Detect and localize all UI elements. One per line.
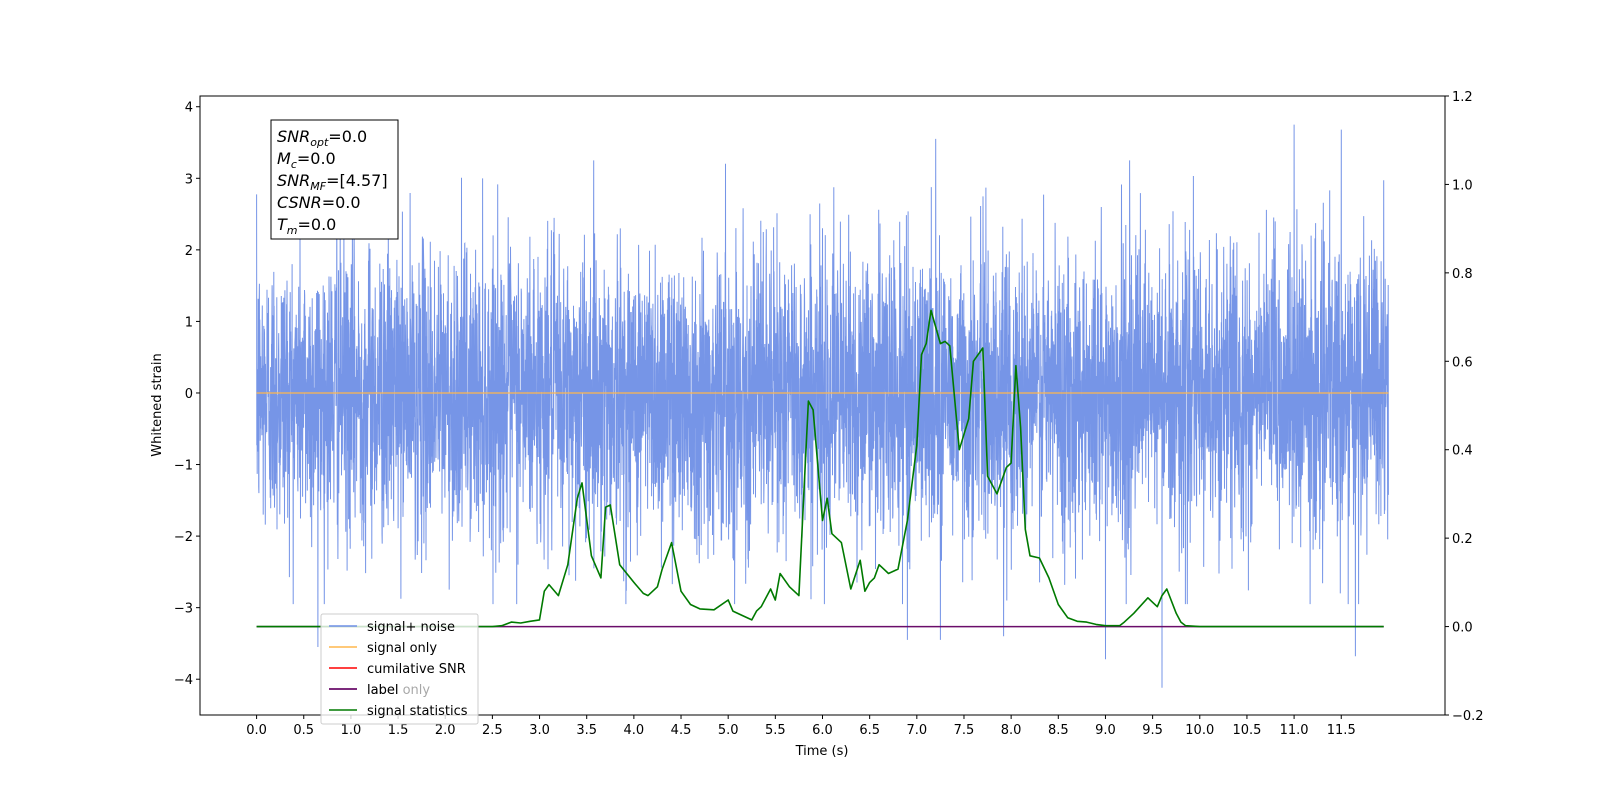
annotation-line: CSNR=0.0 (277, 193, 361, 212)
signal-statistics-line (256, 309, 1384, 628)
x-tick-label: 0.0 (246, 723, 267, 738)
y2-tick-label: 0.6 (1452, 355, 1473, 370)
x-tick-label: 5.0 (718, 723, 739, 738)
legend-label: label only (367, 683, 430, 698)
x-tick-label: 3.0 (529, 723, 550, 738)
x-tick-label: 7.0 (906, 723, 927, 738)
annotation-symbol: SNR (277, 127, 310, 146)
x-tick-label: 8.5 (1048, 723, 1069, 738)
y-axis-label: Whitened strain (150, 353, 165, 456)
x-tick-label: 4.0 (624, 723, 645, 738)
annotation-frame (270, 119, 399, 240)
x-tick-label: 4.5 (671, 723, 692, 738)
annotation-symbol: T (277, 215, 288, 234)
legend-label: signal+ noise (367, 620, 455, 635)
annotation-line: SNRMF=[4.57] (277, 171, 388, 193)
y2-tick-label: 0.0 (1452, 621, 1473, 636)
y-tick-label: 3 (185, 172, 193, 187)
x-tick-label: 2.5 (482, 723, 503, 738)
y2-tick-label: 0.2 (1452, 532, 1473, 547)
y2-tick-label: 1.0 (1452, 178, 1473, 193)
x-tick-label: 2.0 (435, 723, 456, 738)
signal-statistics-series (256, 309, 1384, 628)
annotation-value: =0.0 (328, 127, 367, 146)
x-tick-label: 8.0 (1001, 723, 1022, 738)
annotation-symbol: CSNR (277, 193, 322, 212)
x-tick-label: 0.5 (293, 723, 314, 738)
x-tick-label: 10.0 (1185, 723, 1214, 738)
y-tick-label: 2 (185, 244, 193, 259)
y-tick-label: 1 (185, 315, 193, 330)
x-tick-label: 11.0 (1280, 723, 1309, 738)
annotation-line: Tm=0.0 (277, 215, 336, 237)
x-axis-label: Time (s) (795, 744, 849, 759)
x-tick-label: 9.0 (1095, 723, 1116, 738)
y-axis-left: 4 3 2 1 0 −1 −2 −3 −4 (174, 101, 200, 688)
annotation-subscript: c (291, 158, 297, 171)
x-tick-label: 6.5 (859, 723, 880, 738)
annotation-box: SNRopt=0.0Mc=0.0SNRMF=[4.57]CSNR=0.0Tm=0… (270, 119, 399, 240)
annotation-line: SNRopt=0.0 (277, 127, 367, 149)
annotation-line: Mc=0.0 (277, 149, 336, 171)
y2-tick-label: 0.8 (1452, 267, 1473, 282)
x-tick-label: 7.5 (954, 723, 975, 738)
annotation-subscript: MF (310, 180, 326, 193)
x-tick-label: 11.5 (1327, 723, 1356, 738)
x-tick-label: 5.5 (765, 723, 786, 738)
annotation-value: =[4.57] (326, 171, 388, 190)
legend: signal+ noise signal only cumilative SNR la… (320, 613, 479, 725)
x-axis: 0.0 0.5 1.0 1.5 2.0 2.5 3.0 3.5 4.0 4.5 5.0 5.5 6.0 6… (246, 715, 1356, 738)
annotation-symbol: SNR (277, 171, 310, 190)
y2-tick-label: −0.2 (1452, 709, 1484, 724)
legend-label: cumilative SNR (367, 662, 466, 677)
legend-frame (320, 613, 479, 725)
y-axis-right: 1.2 1.0 0.8 0.6 0.4 0.2 0.0 −0.2 (1445, 90, 1484, 724)
y2-tick-label: 1.2 (1452, 90, 1473, 105)
signal-noise-line (256, 124, 1389, 688)
x-tick-label: 10.5 (1232, 723, 1261, 738)
y-tick-label: 0 (185, 387, 193, 402)
y2-tick-label: 0.4 (1452, 444, 1473, 459)
annotation-value: =0.0 (322, 193, 361, 212)
annotation-value: =0.0 (297, 149, 336, 168)
x-tick-label: 1.0 (341, 723, 362, 738)
annotation-value: =0.0 (298, 215, 337, 234)
x-tick-label: 1.5 (388, 723, 409, 738)
y-tick-label: −4 (174, 673, 193, 688)
annotation-subscript: m (287, 224, 298, 237)
y-tick-label: −1 (174, 459, 193, 474)
annotation-subscript: opt (310, 136, 329, 149)
y-tick-label: −2 (174, 530, 193, 545)
legend-label: signal statistics (367, 704, 468, 719)
x-tick-label: 6.0 (812, 723, 833, 738)
x-tick-label: 3.5 (576, 723, 597, 738)
x-tick-label: 9.5 (1142, 723, 1163, 738)
legend-label: label (367, 683, 398, 698)
annotation-symbol: M (277, 149, 291, 168)
y-tick-label: −3 (174, 602, 193, 617)
y-tick-label: 4 (185, 101, 193, 116)
legend-label: signal only (367, 641, 437, 656)
signal-noise-series (256, 124, 1389, 688)
